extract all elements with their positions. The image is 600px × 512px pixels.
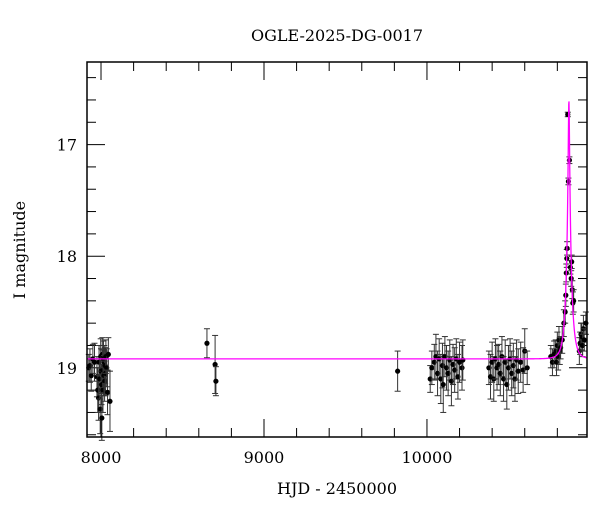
data-point <box>581 328 588 352</box>
chart-title: OGLE-2025-DG-0017 <box>251 26 423 45</box>
data-points <box>85 111 589 441</box>
data-point <box>98 395 105 441</box>
data-point <box>524 350 531 386</box>
point-marker <box>459 365 465 371</box>
data-point <box>88 359 95 392</box>
data-point <box>212 334 219 394</box>
point-marker <box>91 359 98 365</box>
y-tick-label: 18 <box>57 247 77 266</box>
point-marker <box>460 357 466 363</box>
data-point <box>203 328 210 359</box>
data-point <box>428 350 435 386</box>
y-axis-label: I magnitude <box>10 201 29 299</box>
y-tick-label: 19 <box>57 359 77 378</box>
y-tick-label: 17 <box>57 136 77 155</box>
point-marker <box>212 361 218 368</box>
point-marker <box>567 264 573 270</box>
data-point <box>517 341 524 383</box>
point-marker <box>105 351 111 358</box>
point-marker <box>395 368 401 374</box>
data-point <box>104 369 111 416</box>
model-curve <box>87 101 588 360</box>
point-marker <box>518 359 524 365</box>
x-tick-label: 8000 <box>81 448 122 467</box>
x-axis-label: HJD - 2450000 <box>277 479 397 498</box>
plot-frame <box>86 61 588 438</box>
data-point <box>394 350 401 392</box>
point-marker <box>87 362 93 369</box>
data-point <box>505 344 512 391</box>
point-marker <box>88 373 94 379</box>
point-marker <box>524 365 530 371</box>
data-point <box>106 370 113 432</box>
axis-ticks: 8000 9000 10000 17 18 19 <box>57 62 587 467</box>
x-tick-label: 9000 <box>244 448 285 467</box>
data-point <box>91 342 98 382</box>
data-point <box>212 366 219 397</box>
point-marker <box>204 340 210 346</box>
point-marker <box>104 389 111 395</box>
data-point <box>515 348 522 394</box>
point-marker <box>99 415 105 421</box>
x-tick-label: 10000 <box>402 448 453 467</box>
point-marker <box>440 381 446 388</box>
point-marker <box>515 368 521 374</box>
point-marker <box>581 337 587 343</box>
point-marker <box>429 365 435 371</box>
point-marker <box>213 378 219 384</box>
model-curve-group <box>87 101 588 360</box>
point-marker <box>107 398 113 404</box>
